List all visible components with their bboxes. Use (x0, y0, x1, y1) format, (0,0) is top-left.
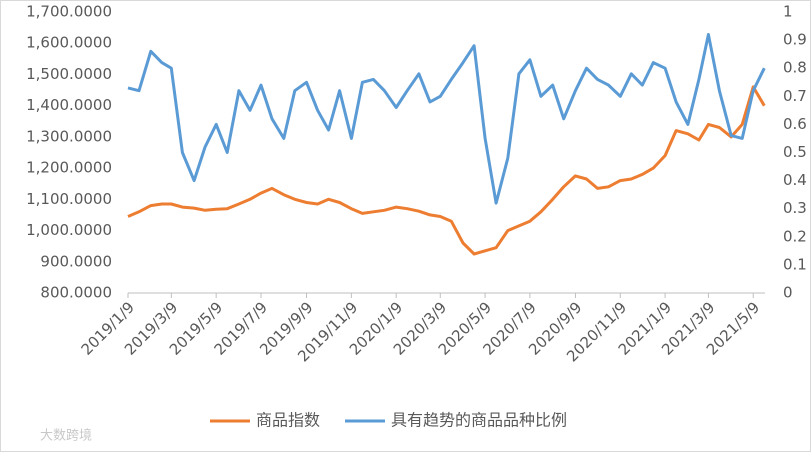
y2-tick-label: 0.9 (783, 31, 807, 49)
y2-tick-label: 0.2 (783, 227, 807, 245)
y2-tick-label: 0 (783, 284, 793, 302)
legend-label: 具有趋势的商品品种比例 (391, 411, 567, 430)
y2-tick-label: 0.5 (783, 143, 807, 161)
y2-tick-label: 0.8 (783, 59, 807, 77)
y-tick-label: 1,000.0000 (26, 221, 112, 239)
y-tick-label: 1,700.0000 (26, 3, 112, 21)
series-line (127, 33, 766, 205)
y2-tick-label: 0.4 (783, 171, 807, 189)
y-tick-label: 1,200.0000 (26, 159, 112, 177)
y-tick-label: 1,400.0000 (26, 96, 112, 114)
y-tick-label: 1,100.0000 (26, 190, 112, 208)
watermark: 大数跨境 (40, 429, 92, 444)
legend-label: 商品指数 (256, 411, 320, 430)
y2-tick-label: 0.1 (783, 255, 807, 273)
y-tick-label: 900.0000 (40, 252, 112, 270)
y-tick-label: 1,500.0000 (26, 65, 112, 83)
y2-tick-label: 0.3 (783, 199, 807, 217)
y-tick-label: 800.0000 (40, 284, 112, 302)
y2-tick-label: 0.7 (783, 87, 807, 105)
series-line (127, 85, 766, 256)
y2-tick-label: 1 (783, 3, 793, 21)
y-tick-label: 1,600.0000 (26, 34, 112, 52)
y2-tick-label: 0.6 (783, 115, 807, 133)
y-tick-label: 1,300.0000 (26, 127, 112, 145)
